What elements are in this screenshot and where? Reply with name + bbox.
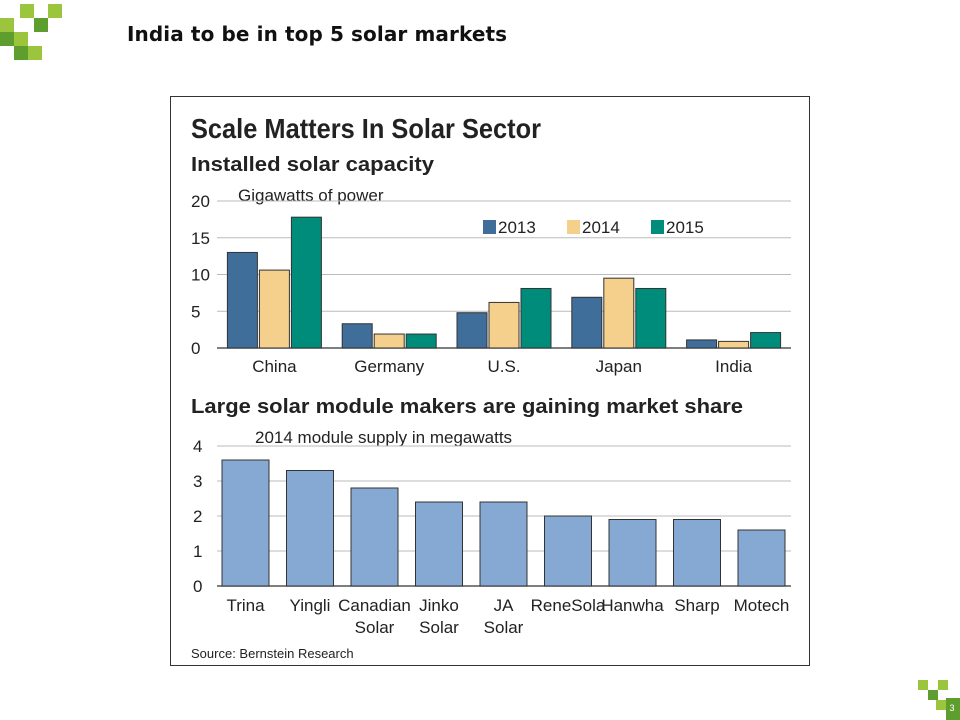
source-note: Source: Bernstein Research (191, 646, 354, 661)
chart1-legend-swatch (483, 220, 496, 234)
company-logo (0, 4, 62, 60)
chart2-category-line: Solar (419, 618, 459, 637)
chart-svg: Scale Matters In Solar Sector Installed … (191, 113, 791, 661)
chart2-bar (221, 459, 270, 587)
chart2-bar (673, 519, 721, 587)
chart2-bar (350, 487, 399, 587)
chart1-ytick-label: 0 (191, 339, 200, 358)
chart1-legend-label: 2014 (582, 218, 620, 237)
figure-headline: Scale Matters In Solar Sector (191, 113, 541, 144)
chart-figure: Scale Matters In Solar Sector Installed … (170, 96, 810, 666)
chart2-category-line: Canadian (338, 596, 411, 615)
chart1-category-label: India (715, 357, 752, 376)
page-number: 3 (949, 703, 955, 713)
chart1-legend-label: 2013 (498, 218, 536, 237)
chart1-legend-swatch (651, 220, 664, 234)
chart2-ytick-label: 3 (193, 472, 202, 491)
chart1-bar (226, 251, 258, 349)
chart1-title: Installed solar capacity (191, 154, 435, 176)
slide-title: India to be in top 5 solar markets (127, 22, 508, 46)
chart1-ytick-label: 5 (191, 302, 200, 321)
chart1-ytick-label: 15 (191, 229, 210, 248)
chart1-ytick-label: 10 (191, 266, 210, 285)
chart1-category-label: Germany (354, 357, 424, 376)
chart1-bar (571, 296, 603, 349)
corner-logo (918, 680, 960, 720)
chart2-category-line: Sharp (674, 596, 719, 615)
chart1-category-label: U.S. (487, 357, 520, 376)
chart2-bar (286, 470, 334, 587)
chart2-category-label: Motech (734, 596, 790, 615)
chart1-category-label: Japan (596, 357, 642, 376)
chart1-bar (258, 269, 290, 349)
chart1-bar (405, 333, 437, 349)
chart2-title: Large solar module makers are gaining ma… (191, 396, 743, 418)
chart2-category-label: Hanwha (601, 596, 664, 615)
chart2-category-line: Hanwha (601, 596, 664, 615)
chart1-bar (456, 312, 488, 349)
chart2-category-label: JA Solar (484, 596, 524, 637)
chart1-category-label: China (252, 357, 297, 376)
chart2-category-line: Solar (484, 618, 524, 637)
chart2-category-line: Solar (355, 618, 395, 637)
chart1-legend-swatch (567, 220, 580, 234)
chart1-bar (290, 216, 322, 349)
chart2-bar (737, 529, 786, 587)
chart1-bar (520, 287, 552, 349)
chart1-ytick-label: 20 (191, 192, 210, 211)
chart2-category-label: Trina (226, 596, 265, 615)
chart2-category-label: ReneSola (531, 596, 606, 615)
chart2-category-line: Yingli (290, 596, 331, 615)
chart1-legend-label: 2015 (666, 218, 704, 237)
chart1-bar (686, 339, 718, 349)
chart1-bar (341, 323, 373, 349)
chart2-ytick-label: 0 (193, 577, 202, 596)
chart2-category-line: JA (494, 596, 515, 615)
chart2-bar (479, 501, 528, 587)
chart1-bar (373, 333, 405, 349)
chart2-category-label: Canadian Solar (338, 596, 411, 637)
chart2-category-label: Sharp (674, 596, 719, 615)
chart2-ytick-label: 2 (193, 507, 202, 526)
chart2-category-line: ReneSola (531, 596, 606, 615)
chart1-bar (750, 332, 782, 349)
chart2-category-line: Motech (734, 596, 790, 615)
chart2-subtitle: 2014 module supply in megawatts (255, 428, 512, 447)
chart2-bar (415, 501, 463, 587)
chart1-subtitle: Gigawatts of power (238, 186, 384, 205)
chart1-plot: 0 5 10 15 20 China Germany U.S. Japan India 2013 20… (191, 192, 791, 376)
chart1-bar (488, 301, 520, 349)
chart2-category-label: Jinko Solar (419, 596, 459, 637)
chart1-bar (635, 287, 667, 349)
chart2-bar (608, 519, 657, 587)
chart2-category-line: Jinko (419, 596, 459, 615)
chart1-bar (718, 340, 750, 349)
chart1-bar (603, 277, 635, 349)
chart2-bar (544, 515, 592, 587)
chart2-category-line: Trina (226, 596, 265, 615)
chart2-ytick-label: 1 (193, 542, 202, 561)
chart2-category-label: Yingli (290, 596, 331, 615)
chart2-ytick-label: 4 (193, 437, 202, 456)
